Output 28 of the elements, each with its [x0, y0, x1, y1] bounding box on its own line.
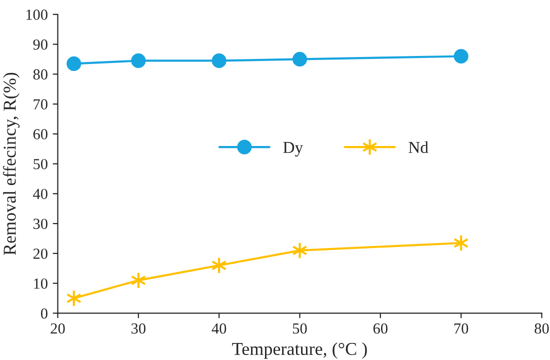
legend-label: Dy	[283, 142, 304, 156]
y-axis-title: Removal effecincy, R(%)	[2, 72, 20, 256]
point	[131, 53, 146, 68]
x-tick-label: 60	[373, 323, 388, 334]
y-tick-label: 30	[33, 218, 48, 230]
point	[454, 48, 468, 64]
point	[292, 52, 308, 67]
y-tick-label: 70	[34, 99, 48, 110]
x-tick-label: 70	[454, 323, 468, 334]
x-tick-label: 80	[534, 323, 549, 334]
x-axis-title: Temperature, (°C )	[232, 342, 367, 359]
y-tick-label: 10	[34, 278, 48, 289]
y-tick-label: 40	[33, 188, 48, 200]
x-tick-label: 30	[132, 323, 146, 334]
y-tick-label: 0	[40, 308, 48, 319]
point	[212, 53, 226, 68]
y-tick-label: 80	[33, 69, 48, 80]
y-tick-label: 90	[33, 39, 48, 50]
x-tick-label: 50	[293, 323, 307, 334]
y-tick-label: 100	[26, 10, 48, 20]
y-tick-label: 20	[33, 248, 48, 259]
x-tick-label: 20	[50, 323, 65, 334]
y-tick-label: 60	[33, 129, 48, 140]
x-tick-label: 40	[212, 323, 226, 334]
legend-label: Nd	[408, 141, 428, 154]
point	[66, 56, 82, 71]
y-tick-label: 50	[34, 158, 48, 170]
point	[292, 242, 308, 260]
